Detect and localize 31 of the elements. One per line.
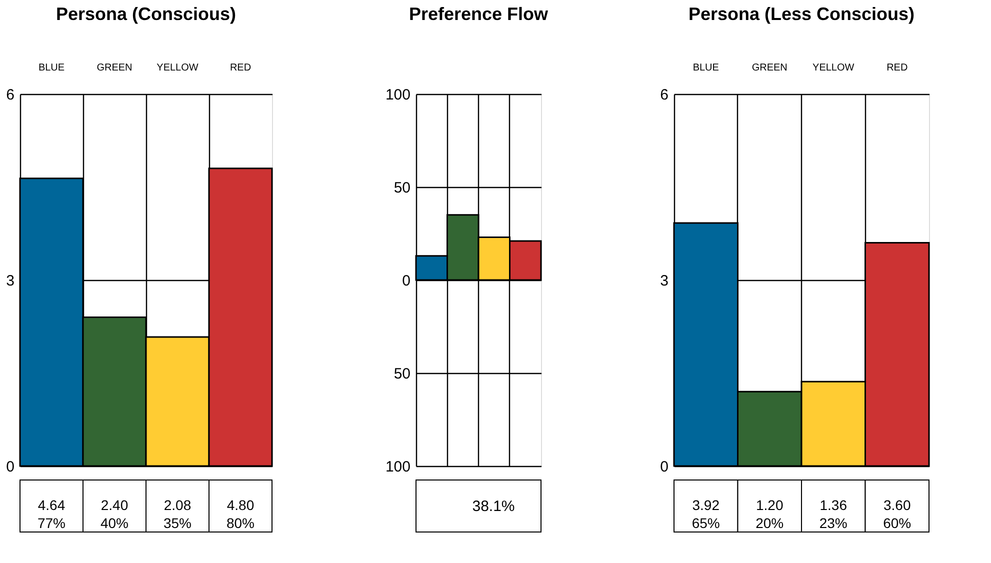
y-tick-label: 6	[660, 86, 668, 104]
data-label: 4.64 77%	[37, 497, 66, 531]
x-tick-label: RED	[230, 62, 252, 74]
y-tick-label: 100	[385, 86, 410, 104]
data-label: 3.60 60%	[883, 497, 912, 531]
data-label: 4.80 80%	[226, 497, 255, 531]
y-tick-label: 100	[385, 458, 410, 476]
x-tick-label: YELLOW	[812, 62, 855, 74]
chart-title: Persona (Conscious)	[56, 4, 236, 24]
data-label: 2.40 40%	[100, 497, 129, 531]
x-tick-label: RED	[886, 62, 908, 74]
chart-title: Persona (Less Conscious)	[688, 4, 915, 24]
y-tick-label: 0	[402, 272, 410, 290]
data-label: 2.08 35%	[163, 497, 192, 531]
x-tick-label: YELLOW	[156, 62, 199, 74]
y-tick-label: 3	[6, 272, 14, 290]
x-tick-label: GREEN	[96, 62, 132, 74]
y-tick-label: 50	[394, 366, 410, 382]
data-label: 1.20 20%	[756, 497, 784, 531]
y-tick-label: 0	[660, 458, 668, 476]
data-label: 3.92 65%	[692, 497, 720, 531]
text: 38.1%	[472, 498, 515, 515]
y-tick-label: 3	[660, 272, 668, 290]
y-tick-label: 0	[6, 458, 14, 476]
chart-title: Preference Flow	[408, 4, 550, 24]
y-tick-label: 50	[394, 180, 410, 196]
y-tick-label: 6	[6, 86, 14, 104]
data-label: 1.36 23%	[819, 497, 848, 531]
x-tick-label: BLUE	[692, 62, 720, 74]
x-tick-label: BLUE	[38, 62, 65, 74]
x-tick-label: GREEN	[752, 62, 788, 74]
